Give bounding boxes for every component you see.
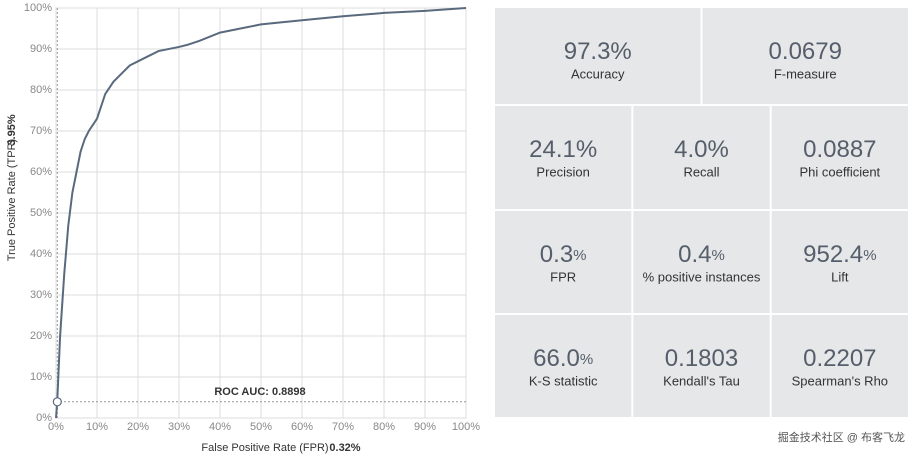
metric-tile xyxy=(495,211,632,313)
metric-value: 0.3% xyxy=(540,241,587,268)
metric-tile xyxy=(495,8,701,104)
metric-label: Spearman's Rho xyxy=(792,373,888,388)
metric-number: 0.2207 xyxy=(803,345,876,372)
y-tick-label: 40% xyxy=(30,248,52,260)
metric-tile xyxy=(702,8,908,104)
y-tick-label: 50% xyxy=(30,207,52,219)
fpr-value: 0.32% xyxy=(329,442,360,454)
x-tick-label: 70% xyxy=(332,421,354,433)
metric-number: 0.1803 xyxy=(665,345,738,372)
metric-label: K-S statistic xyxy=(529,373,598,388)
metric-value: 0.2207 xyxy=(803,345,876,372)
x-tick-label: 30% xyxy=(168,421,190,433)
metric-value: 4.0% xyxy=(674,136,729,163)
metric-unit: % xyxy=(863,247,876,264)
x-tick-label: 0% xyxy=(48,421,64,433)
metric-tile xyxy=(495,315,632,417)
metric-value: 952.4% xyxy=(803,241,876,268)
metric-value: 0.0887 xyxy=(803,136,876,163)
metric-label: % positive instances xyxy=(643,269,761,284)
metric-unit: % xyxy=(573,247,586,264)
metric-label: F-measure xyxy=(774,66,837,81)
metric-tile xyxy=(495,106,632,209)
metric-value: 66.0% xyxy=(533,345,593,372)
metric-number: 0.0887 xyxy=(803,136,876,163)
x-tick-label: 100% xyxy=(452,421,480,433)
metric-label: FPR xyxy=(550,269,576,284)
metric-value: 24.1% xyxy=(529,136,597,163)
metric-number: 0.0679 xyxy=(769,38,842,65)
metric-label: Precision xyxy=(536,164,589,179)
metric-number: 4.0% xyxy=(674,136,729,163)
y-tick-label: 70% xyxy=(30,125,52,137)
tpr-value: 3.95% xyxy=(6,114,18,145)
y-tick-label: 0% xyxy=(36,412,52,424)
y-tick-label: 80% xyxy=(30,84,52,96)
metric-unit: % xyxy=(580,351,593,368)
x-tick-label: 80% xyxy=(373,421,395,433)
operating-point xyxy=(52,397,62,407)
metric-label: Lift xyxy=(831,269,849,284)
metric-number: 0.3 xyxy=(540,241,573,268)
metric-label: Phi coefficient xyxy=(799,164,880,179)
y-tick-label: 10% xyxy=(30,371,52,383)
y-axis-label: True Positive Rate (TPR) xyxy=(6,139,18,261)
x-tick-label: 60% xyxy=(291,421,313,433)
x-tick-label: 20% xyxy=(127,421,149,433)
y-tick-label: 100% xyxy=(24,2,52,14)
roc-curve xyxy=(55,7,467,419)
metric-number: 66.0 xyxy=(533,345,580,372)
metric-tile xyxy=(633,315,770,417)
y-tick-label: 30% xyxy=(30,289,52,301)
x-tick-label: 90% xyxy=(414,421,436,433)
auc-annotation: ROC AUC: 0.8898 xyxy=(214,386,305,398)
y-tick-label: 20% xyxy=(30,330,52,342)
metric-label: Kendall's Tau xyxy=(663,373,740,388)
metric-tile xyxy=(771,106,908,209)
metric-unit: % xyxy=(712,247,725,264)
metric-label: Accuracy xyxy=(571,66,625,81)
metric-tile xyxy=(633,211,770,313)
metric-value: 0.4% xyxy=(678,241,725,268)
metric-tile xyxy=(771,211,908,313)
metric-tile xyxy=(633,106,770,209)
metric-number: 0.4 xyxy=(678,241,711,268)
metric-value: 97.3% xyxy=(564,38,632,65)
y-tick-label: 90% xyxy=(30,43,52,55)
x-tick-label: 50% xyxy=(250,421,272,433)
x-axis-label: False Positive Rate (FPR) xyxy=(201,442,328,454)
metric-label: Recall xyxy=(683,164,719,179)
metric-number: 24.1% xyxy=(529,136,597,163)
metric-tile xyxy=(771,315,908,417)
metric-number: 97.3% xyxy=(564,38,632,65)
x-tick-label: 40% xyxy=(209,421,231,433)
metric-value: 0.1803 xyxy=(665,345,738,372)
metric-value: 0.0679 xyxy=(769,38,842,65)
x-tick-label: 10% xyxy=(86,421,108,433)
metric-number: 952.4 xyxy=(803,241,863,268)
watermark: 掘金技术社区 @ 布客飞龙 xyxy=(778,430,905,444)
plot: 0% 10% 20% 30% 40% 50% 60% 70% 80% 90% 100% 0% 10% 20… xyxy=(24,2,480,433)
y-tick-label: 60% xyxy=(30,166,52,178)
